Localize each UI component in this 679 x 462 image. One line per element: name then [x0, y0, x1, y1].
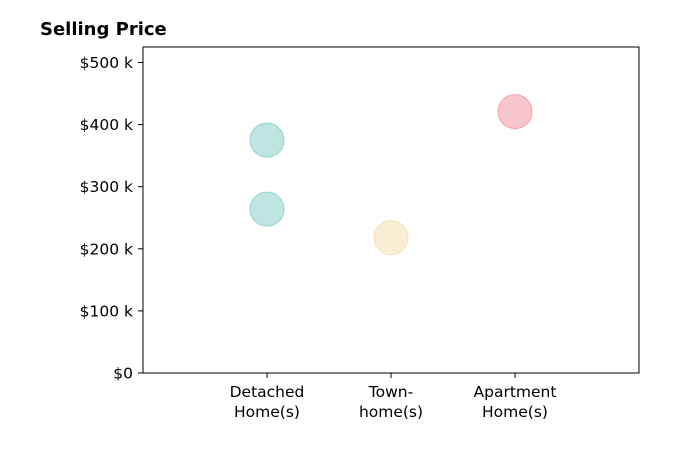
- data-points: [249, 94, 533, 256]
- chart-title: Selling Price: [40, 19, 167, 40]
- x-tick-label: Town-: [368, 383, 413, 401]
- x-tick-label: home(s): [359, 403, 423, 421]
- x-tick-label: Apartment: [474, 383, 557, 401]
- x-tick-label: Detached: [230, 383, 305, 401]
- y-tick-label: $300 k: [80, 178, 133, 196]
- data-point: [497, 94, 533, 130]
- y-tick-label: $100 k: [80, 302, 133, 320]
- y-tick-label: $0: [113, 365, 133, 383]
- data-point: [249, 191, 285, 227]
- plot-area: [142, 46, 640, 374]
- y-tick-label: $500 k: [80, 54, 133, 72]
- data-point: [249, 122, 285, 158]
- y-tick-label: $400 k: [80, 116, 133, 134]
- x-tick-label: Home(s): [482, 403, 548, 421]
- y-tick-label: $200 k: [80, 240, 133, 258]
- y-axis: $0 $100 k $200 k $300 k $400 k $500 k: [80, 54, 143, 383]
- data-point: [373, 220, 409, 256]
- x-tick-label: Home(s): [234, 403, 300, 421]
- x-axis: Detached Home(s) Town-home(s) Apartment Home…: [230, 373, 557, 421]
